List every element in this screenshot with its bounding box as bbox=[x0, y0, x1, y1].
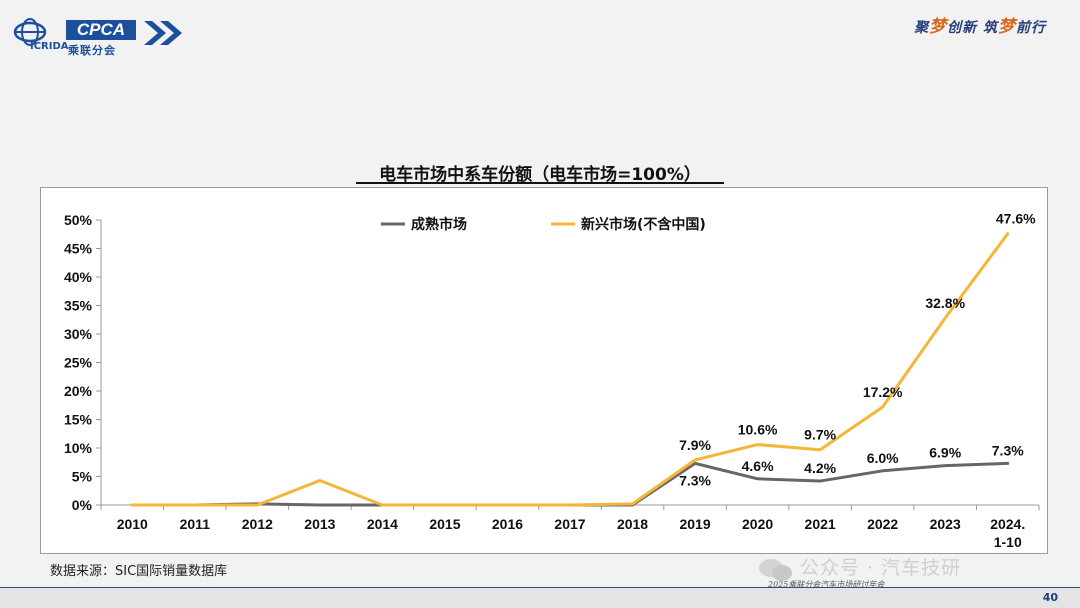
x-tick-label: 2013 bbox=[304, 516, 335, 532]
x-tick-label: 2023 bbox=[930, 516, 961, 532]
logo-sub-left: ICRIDA bbox=[30, 41, 69, 52]
y-tick-label: 20% bbox=[64, 383, 93, 399]
chart-frame: 0% 5% 10% 15% 20% 25% 30% 35% 40% 45% 50% 2010 2011 2… bbox=[40, 187, 1048, 554]
x-tick-label: 2018 bbox=[617, 516, 648, 532]
data-label: 7.9% bbox=[679, 437, 711, 453]
y-tick-label: 15% bbox=[64, 412, 93, 428]
slogan-part: 创新 筑 bbox=[947, 20, 998, 36]
line-chart: 0% 5% 10% 15% 20% 25% 30% 35% 40% 45% 50% 2010 2011 2… bbox=[64, 211, 1040, 550]
x-tick-label: 1-10 bbox=[994, 534, 1022, 550]
chart-title: 电车市场中系车份额（电车市场=100%） bbox=[379, 165, 701, 185]
x-tick-label: 2024. bbox=[990, 516, 1025, 532]
chevron-right-icon bbox=[144, 21, 182, 45]
x-tick-label: 2022 bbox=[867, 516, 898, 532]
slogan-part: 聚 bbox=[914, 20, 930, 36]
data-label: 6.0% bbox=[867, 450, 899, 466]
data-label: 47.6% bbox=[996, 211, 1036, 227]
legend-label: 新兴市场(不含中国) bbox=[581, 216, 706, 233]
x-tick-label: 2015 bbox=[429, 516, 460, 532]
series-line-mature bbox=[130, 461, 1010, 507]
x-tick-label: 2012 bbox=[242, 516, 273, 532]
x-tick-label: 2021 bbox=[805, 516, 836, 532]
globe-icon bbox=[13, 18, 47, 46]
page-number: 40 bbox=[1042, 591, 1058, 604]
data-label: 7.3% bbox=[992, 442, 1024, 458]
title-underline bbox=[356, 182, 724, 184]
x-tick-label: 2011 bbox=[180, 516, 211, 532]
y-tick-label: 40% bbox=[64, 269, 93, 285]
series-line-emerging bbox=[130, 232, 1010, 507]
logo-text: CPCA bbox=[66, 20, 136, 40]
footer-text: 2025乘联分会汽车市场研讨年会 bbox=[768, 580, 885, 589]
slogan: 聚梦创新 筑梦前行 bbox=[914, 12, 1046, 37]
wechat-icon bbox=[759, 559, 792, 581]
x-tick-label: 2017 bbox=[554, 516, 585, 532]
data-label: 9.7% bbox=[804, 427, 836, 443]
slogan-part: 前行 bbox=[1016, 20, 1046, 36]
data-label: 4.2% bbox=[804, 460, 836, 476]
slogan-part: 梦 bbox=[998, 17, 1016, 37]
x-tick-label: 2016 bbox=[492, 516, 523, 532]
data-label: 32.8% bbox=[925, 295, 965, 311]
y-tick-label: 5% bbox=[72, 469, 93, 485]
y-tick-label: 0% bbox=[72, 497, 93, 513]
data-label: 4.6% bbox=[742, 458, 774, 474]
x-tick-label: 2014 bbox=[367, 516, 398, 532]
y-tick-label: 25% bbox=[64, 355, 93, 371]
watermark: 公众号 · 汽车技研 bbox=[800, 557, 962, 579]
y-tick-label: 35% bbox=[64, 298, 93, 314]
source-note: 数据来源：SIC国际销量数据库 bbox=[50, 564, 228, 579]
data-label: 6.9% bbox=[929, 445, 961, 461]
data-label: 17.2% bbox=[863, 384, 903, 400]
data-label: 10.6% bbox=[738, 422, 778, 438]
footer-bar bbox=[0, 588, 1080, 608]
data-label: 7.3% bbox=[679, 472, 711, 488]
y-tick-label: 45% bbox=[64, 241, 93, 257]
legend-label: 成熟市场 bbox=[411, 216, 467, 233]
x-tick-label: 2010 bbox=[117, 516, 148, 532]
y-tick-label: 50% bbox=[64, 212, 93, 228]
cpca-logo: CPCA ICRIDA 乘联分会 bbox=[10, 14, 182, 57]
x-tick-label: 2019 bbox=[679, 516, 710, 532]
logo-sub-right: 乘联分会 bbox=[68, 44, 116, 57]
y-tick-label: 30% bbox=[64, 326, 93, 342]
x-tick-label: 2020 bbox=[742, 516, 773, 532]
slogan-part: 梦 bbox=[929, 17, 948, 37]
y-tick-label: 10% bbox=[64, 440, 93, 456]
